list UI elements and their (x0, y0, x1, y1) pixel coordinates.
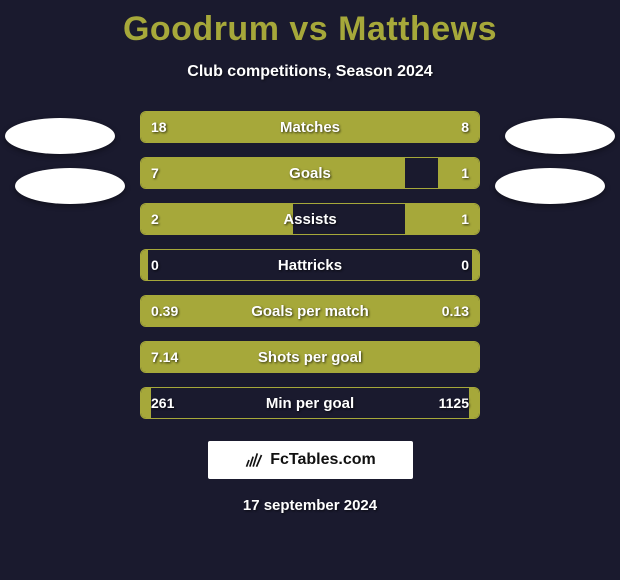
bar-right (405, 296, 479, 326)
bar-right (371, 112, 479, 142)
bar-right (472, 250, 479, 280)
stat-row: Matches188 (140, 111, 480, 143)
bar-left (141, 158, 405, 188)
bar-right (405, 204, 479, 234)
bar-left (141, 204, 293, 234)
stat-row: Goals71 (140, 157, 480, 189)
player-left-avatar-1 (5, 118, 115, 154)
bar-left (141, 342, 479, 372)
player-right-avatar-2 (495, 168, 605, 204)
stat-label: Min per goal (141, 388, 479, 418)
brand-logo: FcTables.com (208, 441, 413, 479)
stat-row: Min per goal2611125 (140, 387, 480, 419)
page-title: Goodrum vs Matthews (0, 0, 620, 49)
bar-left (141, 112, 371, 142)
stat-row: Shots per goal7.14 (140, 341, 480, 373)
stat-label: Hattricks (141, 250, 479, 280)
bar-right (438, 158, 479, 188)
date-text: 17 september 2024 (0, 497, 620, 514)
brand-text: FcTables.com (270, 451, 376, 469)
bar-chart-icon (244, 450, 264, 470)
bar-left (141, 296, 405, 326)
bar-left (141, 388, 151, 418)
stat-row: Hattricks00 (140, 249, 480, 281)
player-left-avatar-2 (15, 168, 125, 204)
stat-row: Assists21 (140, 203, 480, 235)
bar-left (141, 250, 148, 280)
player-right-avatar-1 (505, 118, 615, 154)
subtitle: Club competitions, Season 2024 (0, 63, 620, 81)
bar-right (469, 388, 479, 418)
stats-container: Matches188 Goals71 Assists21 Hattricks00 Goa… (140, 111, 480, 419)
stat-row: Goals per match0.390.13 (140, 295, 480, 327)
